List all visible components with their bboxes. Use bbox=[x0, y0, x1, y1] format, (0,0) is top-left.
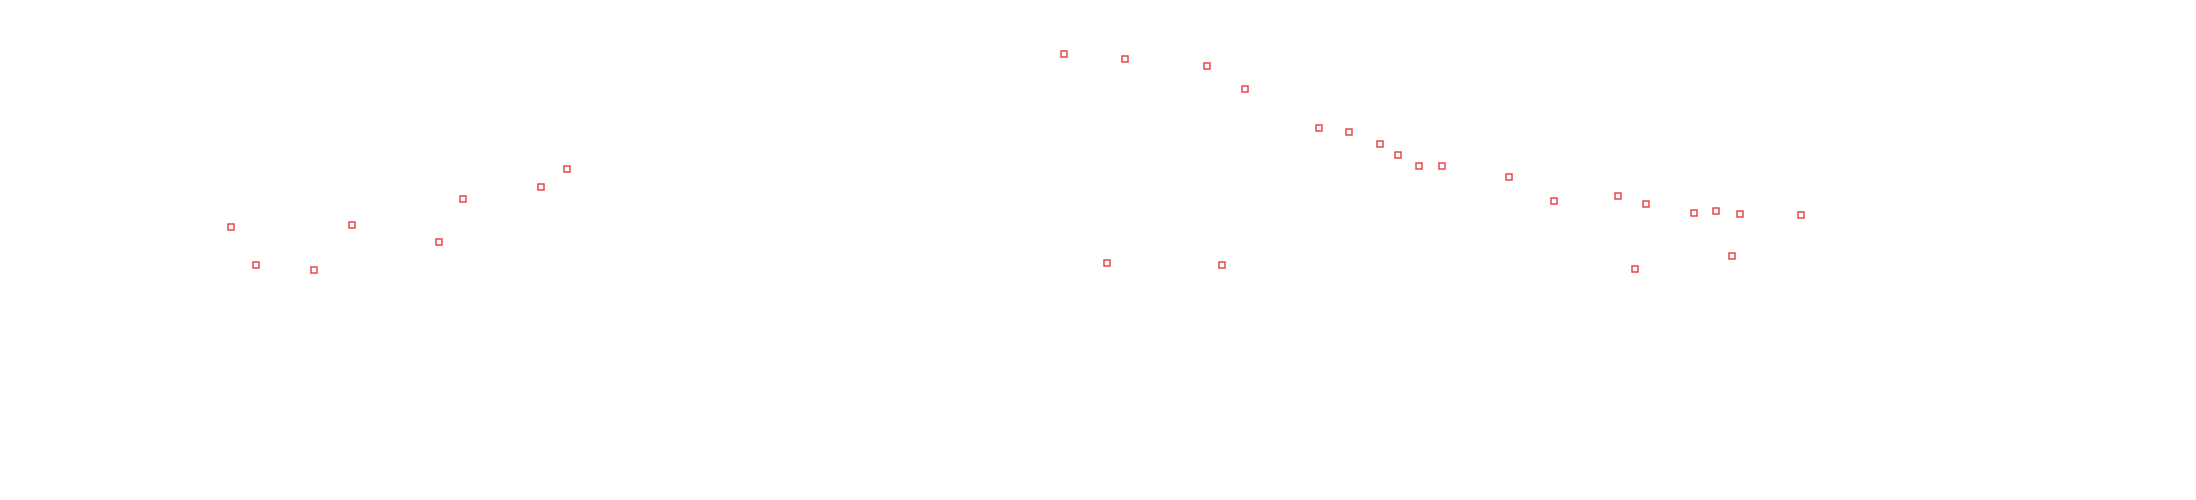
scatter-marker bbox=[1060, 50, 1068, 58]
scatter-marker bbox=[1103, 259, 1111, 267]
scatter-marker bbox=[1218, 261, 1226, 269]
scatter-marker bbox=[1241, 85, 1249, 93]
scatter-marker bbox=[1690, 209, 1698, 217]
scatter-marker bbox=[1712, 207, 1720, 215]
scatter-marker bbox=[1642, 200, 1650, 208]
scatter-marker bbox=[1631, 265, 1639, 273]
scatter-marker bbox=[435, 238, 443, 246]
scatter-marker bbox=[1121, 55, 1129, 63]
scatter-marker bbox=[1315, 124, 1323, 132]
scatter-marker bbox=[310, 266, 318, 274]
scatter-marker bbox=[252, 261, 260, 269]
scatter-marker bbox=[459, 195, 467, 203]
scatter-marker bbox=[1614, 192, 1622, 200]
scatter-marker bbox=[563, 165, 571, 173]
scatter-marker bbox=[348, 221, 356, 229]
scatter-marker bbox=[1415, 162, 1423, 170]
scatter-marker bbox=[1345, 128, 1353, 136]
scatter-marker bbox=[1736, 210, 1744, 218]
scatter-marker bbox=[1550, 197, 1558, 205]
scatter-marker bbox=[1394, 151, 1402, 159]
scatter-marker bbox=[1797, 211, 1805, 219]
scatter-marker bbox=[537, 183, 545, 191]
scatter-marker bbox=[1438, 162, 1446, 170]
scatter-marker bbox=[1505, 173, 1513, 181]
scatter-marker bbox=[1376, 140, 1384, 148]
scatter-marker bbox=[227, 223, 235, 231]
scatter-marker bbox=[1203, 62, 1211, 70]
scatter-marker bbox=[1728, 252, 1736, 260]
